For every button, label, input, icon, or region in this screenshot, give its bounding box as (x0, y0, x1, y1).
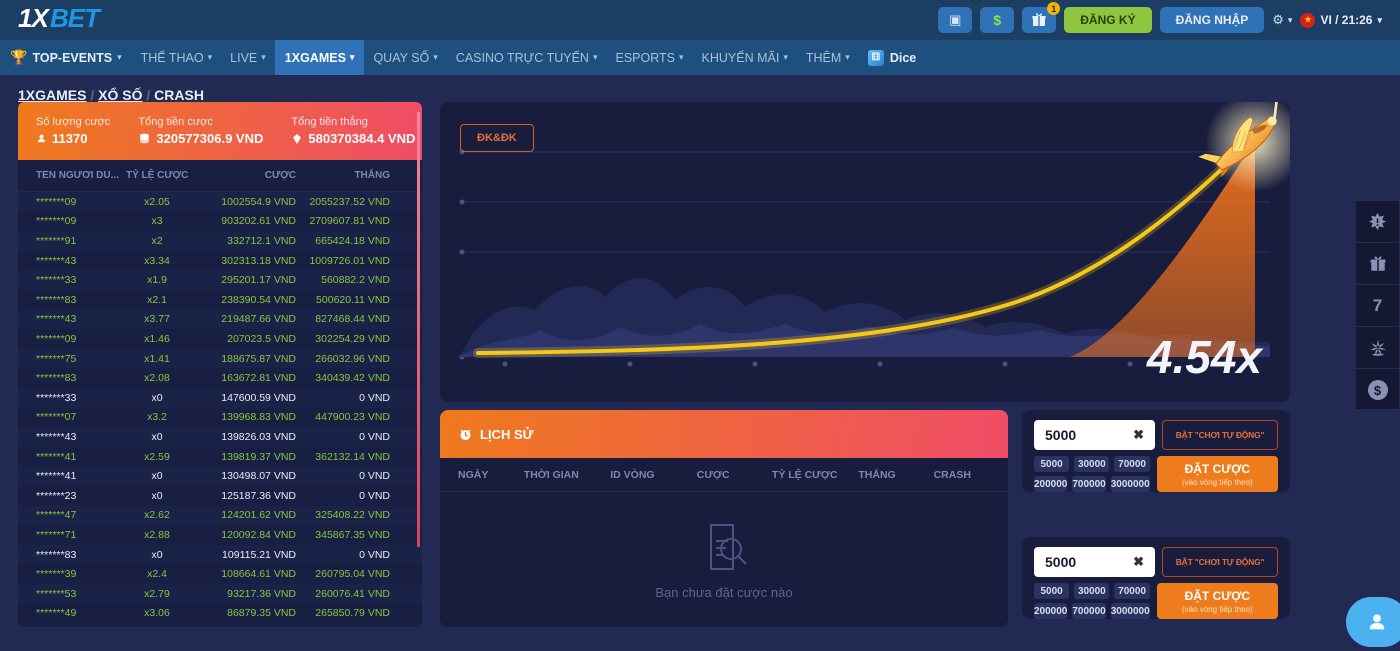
svg-text:1X: 1X (18, 7, 50, 33)
svg-text:BET: BET (50, 7, 102, 33)
